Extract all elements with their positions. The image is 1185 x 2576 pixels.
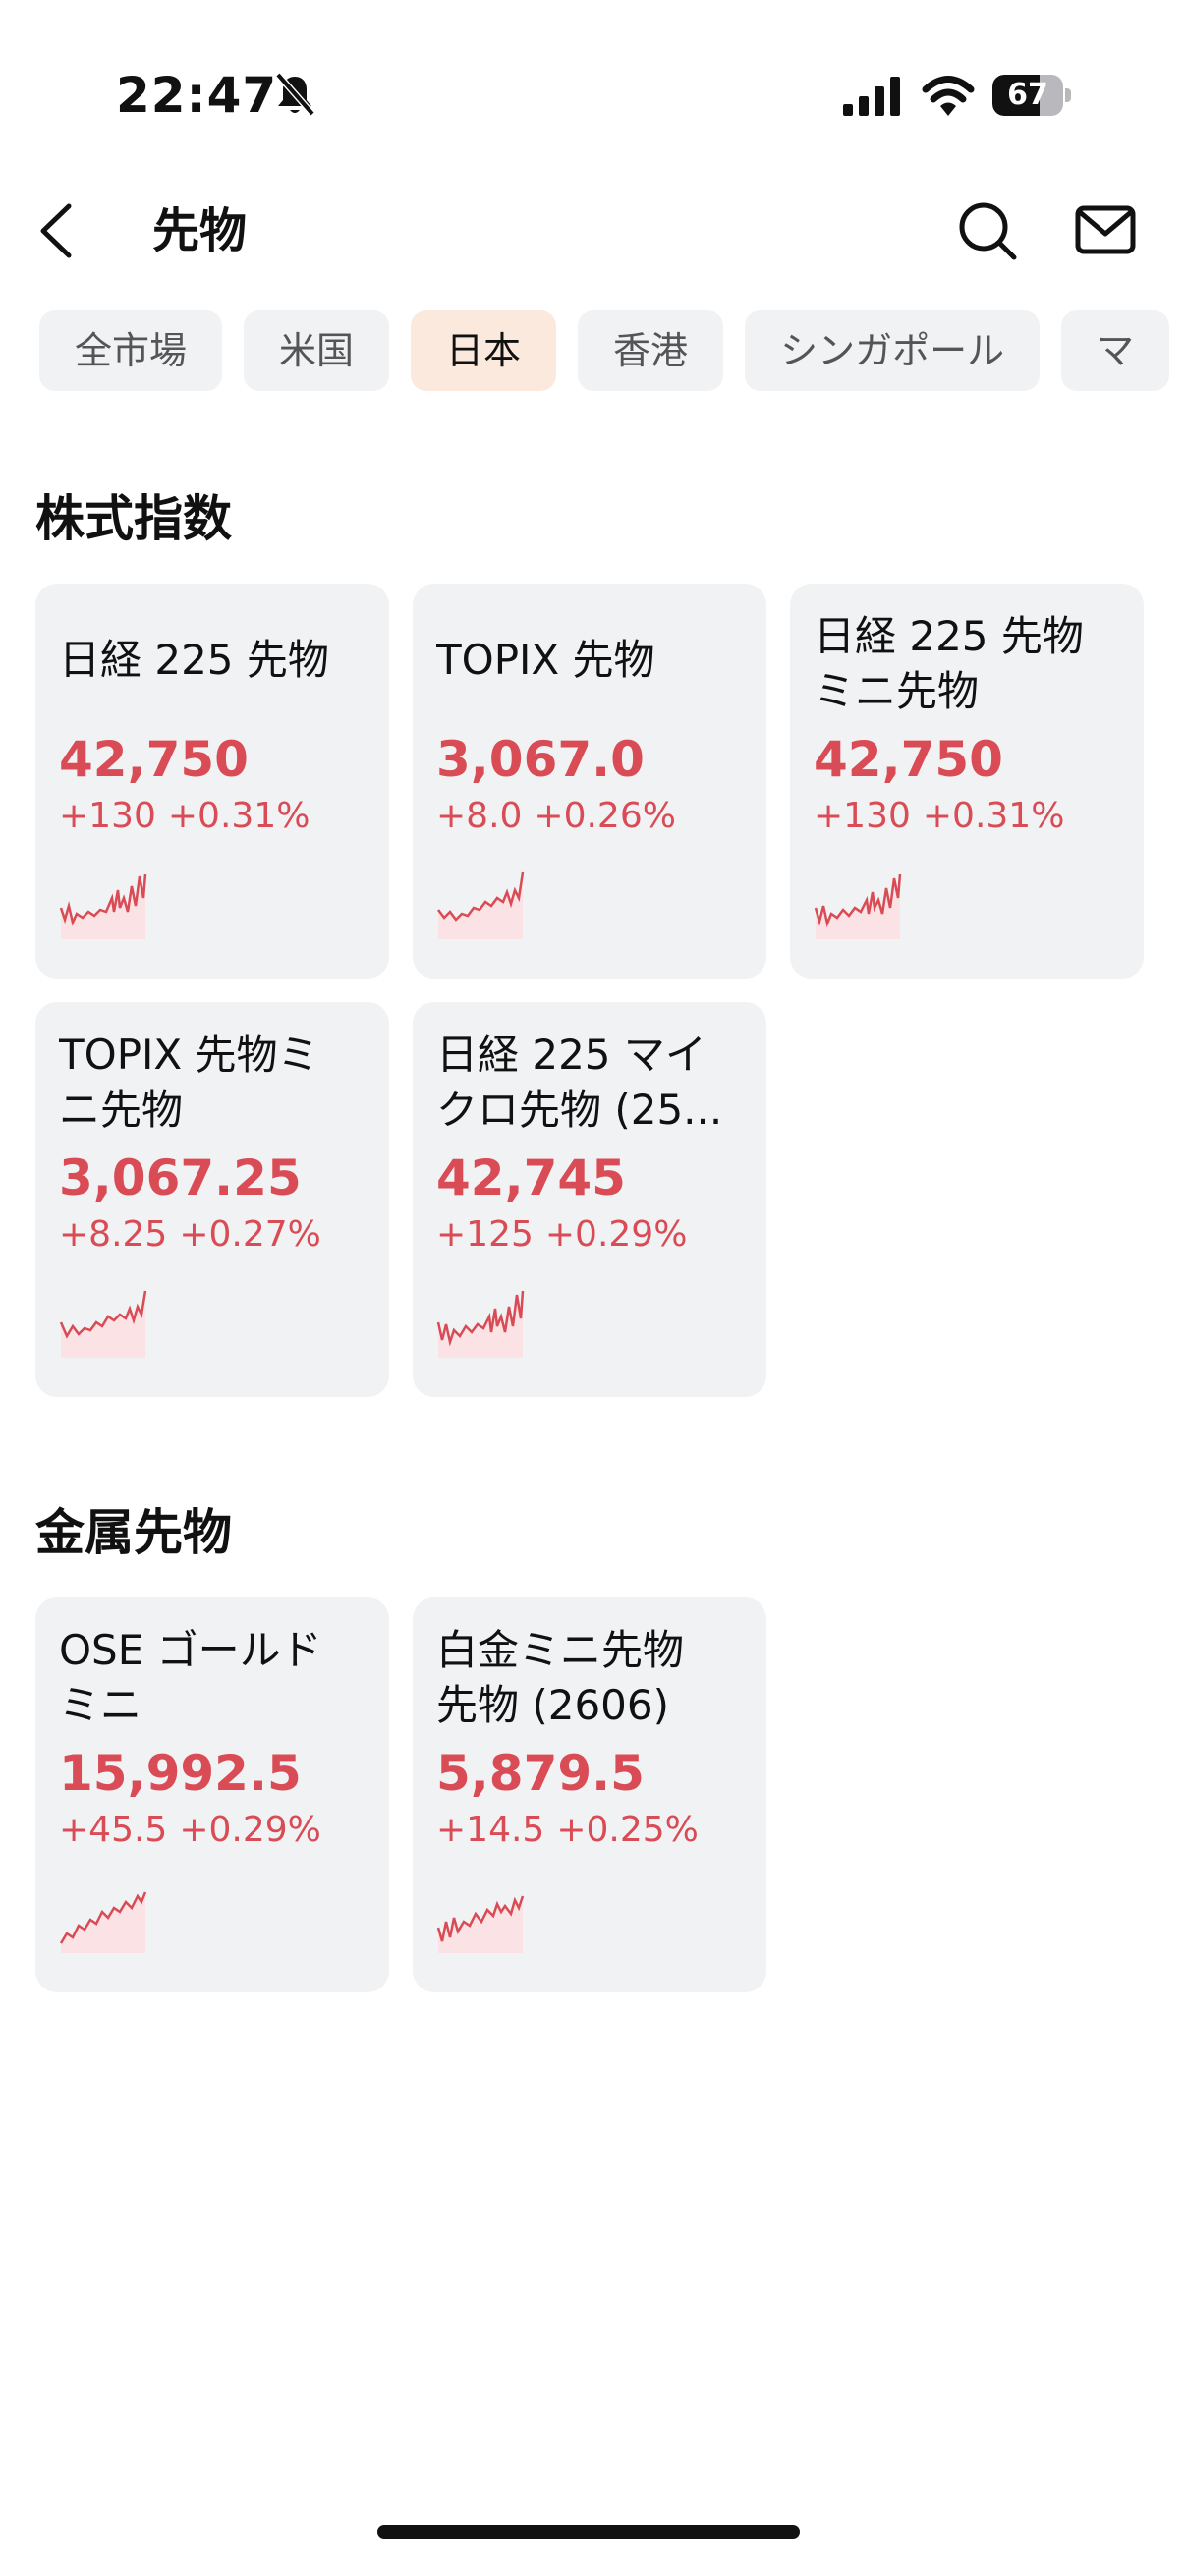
search-icon[interactable] [955, 198, 1020, 263]
tab-japan[interactable]: 日本 [411, 310, 557, 391]
futures-card[interactable]: TOPIX 先物ミ ニ先物 3,067.25 +8.25 +0.27% [35, 1002, 389, 1397]
futures-card[interactable]: OSE ゴールド ミニ 15,992.5 +45.5 +0.29% [35, 1597, 389, 1992]
futures-card[interactable]: 白金ミニ先物 先物 (2606) 5,879.5 +14.5 +0.25% [413, 1597, 766, 1992]
card-change: +130 +0.31% [814, 796, 1065, 836]
card-name: 白金ミニ先物 先物 (2606) [436, 1626, 685, 1729]
card-name: OSE ゴールド ミニ [59, 1626, 322, 1729]
futures-card[interactable]: TOPIX 先物 3,067.0 +8.0 +0.26% [413, 584, 766, 979]
card-name: 日経 225 先物 ミニ先物 [814, 612, 1084, 715]
battery-level-text: 67 [1007, 78, 1048, 112]
sparkline-chart [437, 871, 525, 939]
card-price: 5,879.5 [436, 1745, 645, 1802]
sparkline-chart [59, 873, 147, 939]
battery-indicator: 67 [992, 75, 1071, 116]
status-bar: 22:47 67 [0, 0, 1185, 187]
card-price: 42,750 [814, 731, 1003, 788]
home-indicator[interactable] [377, 2525, 800, 2539]
sparkline-chart [814, 873, 902, 939]
card-change: +125 +0.29% [436, 1214, 688, 1255]
card-change: +8.0 +0.26% [436, 796, 676, 836]
futures-card[interactable]: 日経 225 マイ クロ先物 (25... 42,745 +125 +0.29% [413, 1002, 766, 1397]
card-price: 3,067.0 [436, 731, 645, 788]
card-change: +45.5 +0.29% [59, 1810, 321, 1850]
card-name: 日経 225 先物 [59, 636, 329, 684]
card-name: 日経 225 マイ クロ先物 (25... [436, 1031, 723, 1134]
futures-card[interactable]: 日経 225 先物 42,750 +130 +0.31% [35, 584, 389, 979]
cellular-signal-icon [843, 77, 900, 116]
tab-hong-kong[interactable]: 香港 [578, 310, 724, 391]
card-name: TOPIX 先物 [436, 636, 655, 684]
card-price: 15,992.5 [59, 1745, 302, 1802]
futures-card[interactable]: 日経 225 先物 ミニ先物 42,750 +130 +0.31% [790, 584, 1144, 979]
section-title-metal-futures: 金属先物 [35, 1504, 232, 1561]
card-price: 42,745 [436, 1149, 626, 1206]
tab-all-markets[interactable]: 全市場 [39, 310, 223, 391]
back-arrow-icon[interactable] [29, 198, 88, 263]
card-name: TOPIX 先物ミ ニ先物 [59, 1031, 319, 1134]
tab-us[interactable]: 米国 [244, 310, 390, 391]
page-title: 先物 [152, 203, 248, 258]
card-change: +130 +0.31% [59, 796, 310, 836]
card-change: +14.5 +0.25% [436, 1810, 699, 1850]
card-change: +8.25 +0.27% [59, 1214, 321, 1255]
card-price: 3,067.25 [59, 1149, 302, 1206]
section-title-stock-index: 株式指数 [35, 490, 232, 547]
wifi-icon [922, 76, 975, 116]
bell-muted-icon [275, 72, 315, 117]
status-time: 22:47 [116, 67, 278, 124]
tab-singapore[interactable]: シンガポール [745, 310, 1041, 391]
tab-more[interactable]: マ [1061, 310, 1170, 391]
header: 先物 [0, 177, 1185, 285]
sparkline-chart [59, 1891, 147, 1953]
sparkline-chart [436, 1895, 525, 1953]
mail-icon[interactable] [1073, 198, 1138, 263]
market-tabs: 全市場 米国 日本 香港 シンガポールマ [39, 310, 1185, 391]
card-price: 42,750 [59, 731, 249, 788]
sparkline-chart [436, 1290, 525, 1358]
sparkline-chart [59, 1290, 147, 1358]
